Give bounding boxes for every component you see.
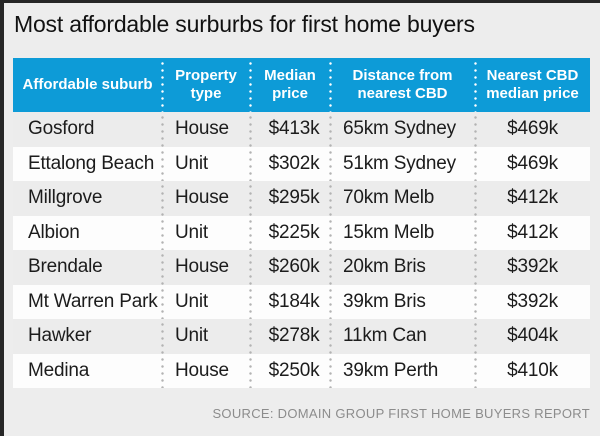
cell-distance: 70km Melb [329,181,475,216]
cell-nearest-cbd-price: $469k [474,146,590,182]
cell-distance: 51km Sydney [329,146,475,182]
cell-suburb: Ettalong Beach [28,152,155,174]
table-body: Gosford House $413k 65km Sydney $469k Et… [13,112,590,388]
table-row: Gosford House $413k 65km Sydney $469k [13,112,590,147]
cell-suburb: Hawker [28,325,92,347]
cell-median-price: $295k [249,181,330,216]
cell-property-type: House [161,181,250,216]
table: Affordable suburb Property type Median p… [13,58,590,388]
cell-suburb: Albion [28,221,80,243]
cell-property-type: House [161,112,250,147]
cell-nearest-cbd-price: $412k [474,215,590,251]
table-row: Ettalong Beach Unit $302k 51km Sydney $4… [13,146,590,182]
cell-distance: 39km Perth [329,353,475,389]
header-cell-nearest-cbd-median: Nearest CBD median price [474,58,590,112]
cell-suburb: Medina [28,359,90,381]
source-credit: SOURCE: DOMAIN GROUP FIRST HOME BUYERS R… [212,406,590,421]
cell-nearest-cbd-price: $392k [474,284,590,320]
header-cell-property-type: Property type [161,58,250,112]
cell-property-type: Unit [161,215,250,251]
cell-nearest-cbd-price: $412k [474,181,590,216]
cell-property-type: Unit [161,146,250,182]
cell-property-type: House [161,250,250,285]
table-row: Millgrove House $295k 70km Melb $412k [13,181,590,216]
table-row: Brendale House $260k 20km Bris $392k [13,250,590,285]
header-cell-affordable-suburb: Affordable suburb [22,76,153,93]
cell-suburb: Millgrove [28,187,103,209]
cell-nearest-cbd-price: $404k [474,319,590,354]
table-row: Medina House $250k 39km Perth $410k [13,353,590,389]
cell-property-type: Unit [161,319,250,354]
header-cell-median-price: Median price [249,58,330,112]
cell-property-type: House [161,353,250,389]
page-title: Most affordable surburbs for first home … [14,11,475,37]
cell-distance: 65km Sydney [329,112,475,147]
cell-median-price: $250k [249,353,330,389]
cell-nearest-cbd-price: $392k [474,250,590,285]
cell-median-price: $225k [249,215,330,251]
cell-suburb: Gosford [28,118,95,140]
header-cell-distance-nearest-cbd: Distance from nearest CBD [329,58,475,112]
cell-distance: 15km Melb [329,215,475,251]
table-row: Hawker Unit $278k 11km Can $404k [13,319,590,354]
cell-median-price: $260k [249,250,330,285]
cell-property-type: Unit [161,284,250,320]
cell-distance: 11km Can [329,319,475,354]
cell-suburb: Brendale [28,256,103,278]
table-header: Affordable suburb Property type Median p… [13,58,590,112]
cell-median-price: $302k [249,146,330,182]
cell-distance: 20km Bris [329,250,475,285]
cell-median-price: $413k [249,112,330,147]
cell-median-price: $184k [249,284,330,320]
cell-distance: 39km Bris [329,284,475,320]
cell-median-price: $278k [249,319,330,354]
cell-nearest-cbd-price: $469k [474,112,590,147]
table-row: Mt Warren Park Unit $184k 39km Bris $392… [13,284,590,320]
cell-nearest-cbd-price: $410k [474,353,590,389]
cell-suburb: Mt Warren Park [28,290,158,312]
table-row: Albion Unit $225k 15km Melb $412k [13,215,590,251]
